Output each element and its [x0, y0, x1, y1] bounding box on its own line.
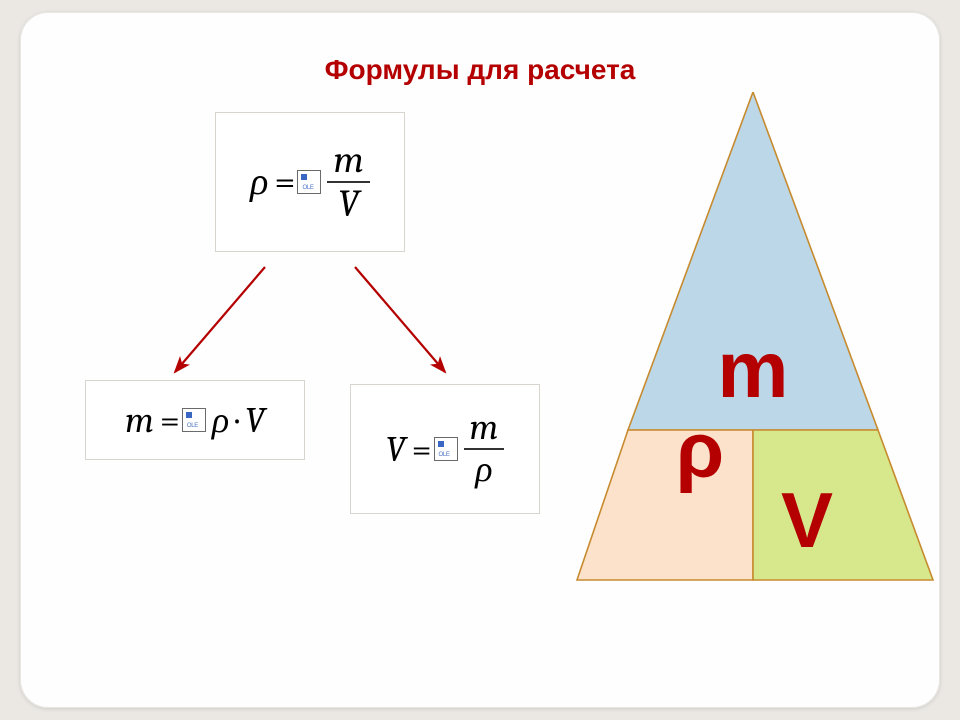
- rho-symbol: ρ: [212, 399, 229, 441]
- triangle-label-m: m: [717, 325, 788, 414]
- equals-sign: =: [274, 160, 321, 204]
- m-symbol: m: [125, 400, 154, 441]
- fraction-m-over-rho: m ρ: [464, 408, 505, 490]
- numerator-m: m: [464, 408, 505, 448]
- denominator-rho: ρ: [469, 450, 498, 490]
- fraction-m-over-v: m V: [327, 139, 369, 225]
- rho-symbol: ρ: [250, 160, 268, 204]
- formula-density: ρ = m V: [250, 139, 370, 225]
- triangle-label-rho: ρ: [676, 406, 724, 494]
- numerator-m: m: [327, 139, 369, 181]
- slide-card: Формулы для расчета ρ = m V m: [20, 12, 940, 708]
- formula-box-volume: V = m ρ: [350, 384, 540, 514]
- triangle-left-section: [577, 430, 753, 580]
- v-symbol: V: [386, 429, 406, 470]
- denominator-v: V: [332, 183, 365, 225]
- equals-sign: =: [412, 429, 458, 470]
- formula-volume: V = m ρ: [386, 408, 505, 490]
- formula-box-mass: m = ρ · V: [85, 380, 305, 460]
- ole-placeholder-icon: [434, 437, 458, 461]
- formula-mass: m = ρ · V: [125, 399, 265, 441]
- ole-placeholder-icon: [297, 170, 321, 194]
- slide-title: Формулы для расчета: [20, 54, 940, 86]
- triangle-label-v: V: [781, 476, 833, 564]
- v-symbol: V: [245, 400, 265, 441]
- formula-box-density: ρ = m V: [215, 112, 405, 252]
- ole-placeholder-icon: [182, 408, 206, 432]
- dot-operator: ·: [235, 400, 239, 441]
- page-background: Формулы для расчета ρ = m V m: [0, 0, 960, 720]
- equals-sign: =: [160, 400, 206, 441]
- mnemonic-triangle: m ρ V: [575, 92, 935, 582]
